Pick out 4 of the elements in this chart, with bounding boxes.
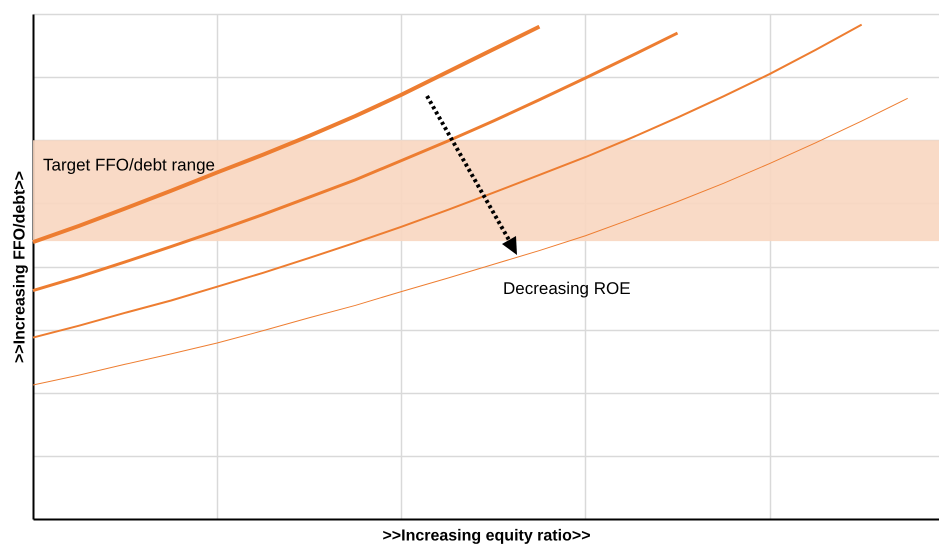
x-axis-title: >>Increasing equity ratio>>: [382, 528, 591, 544]
y-axis-title: >>Increasing FFO/debt>>: [12, 170, 28, 364]
band-label: Target FFO/debt range: [43, 155, 215, 174]
annotation: Decreasing ROE: [503, 279, 631, 299]
